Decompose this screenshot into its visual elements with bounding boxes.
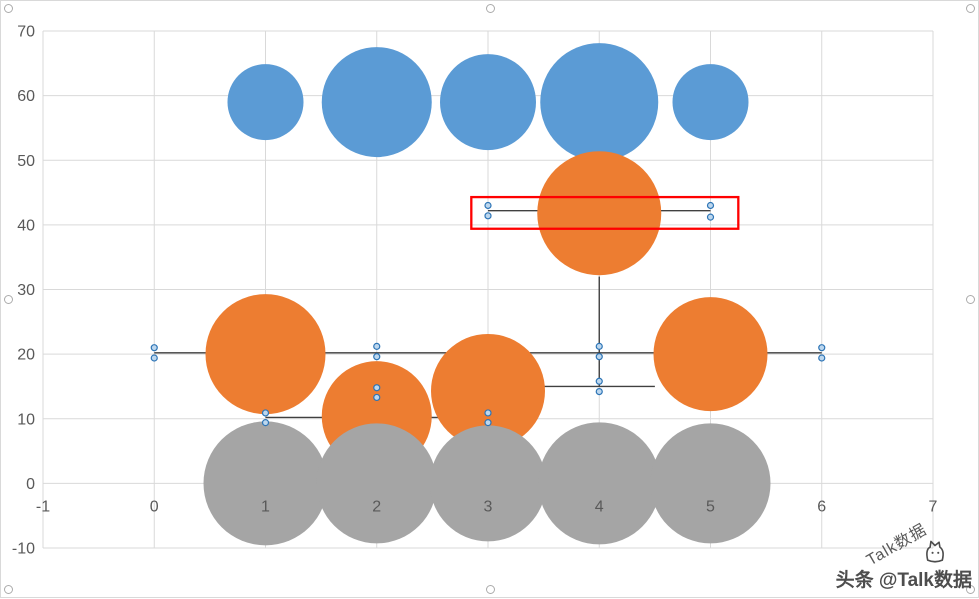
series-blue-bubble-x2[interactable] bbox=[322, 47, 432, 157]
x-tick-label: 5 bbox=[706, 498, 715, 515]
selection-handle-dot[interactable] bbox=[374, 354, 380, 360]
y-axis-labels: -10 0 10 20 30 40 50 60 70 bbox=[12, 24, 35, 558]
selection-handle-dot[interactable] bbox=[596, 389, 602, 395]
series-orange-bubble-x5[interactable] bbox=[654, 297, 768, 411]
y-tick-label: 50 bbox=[17, 153, 35, 170]
series-blue-bubble-x1[interactable] bbox=[228, 64, 304, 140]
chart-resize-handle-top-center[interactable] bbox=[486, 4, 495, 13]
selection-handle-dot[interactable] bbox=[151, 345, 157, 351]
series-blue-bubble-x4[interactable] bbox=[540, 43, 658, 161]
series-orange-bubble-x1[interactable] bbox=[206, 294, 326, 414]
watermark-main-text: 头条 @Talk数据 bbox=[836, 565, 972, 592]
chart-resize-handle-top-right[interactable] bbox=[966, 4, 975, 13]
chart-resize-handle-bottom-left[interactable] bbox=[4, 585, 13, 594]
y-tick-label: 20 bbox=[17, 347, 35, 364]
selection-handle-dot[interactable] bbox=[263, 420, 269, 426]
selection-handle-dot[interactable] bbox=[708, 214, 714, 220]
selection-handle-dot[interactable] bbox=[819, 355, 825, 361]
series-blue-bubble-x3[interactable] bbox=[440, 54, 536, 150]
series-gray-bubble-x5[interactable] bbox=[651, 423, 771, 543]
x-tick-label: 2 bbox=[372, 498, 381, 515]
selection-handle-dot[interactable] bbox=[374, 385, 380, 391]
x-axis-labels: -1 0 1 2 3 4 5 6 7 bbox=[36, 498, 938, 515]
selection-handle-dot[interactable] bbox=[485, 420, 491, 426]
selection-handle-dot[interactable] bbox=[374, 343, 380, 349]
series-orange-bubble-x4[interactable] bbox=[537, 151, 661, 275]
x-tick-label: 7 bbox=[929, 498, 938, 515]
x-tick-label: -1 bbox=[36, 498, 50, 515]
x-tick-label: 4 bbox=[595, 498, 604, 515]
chart-resize-handle-top-left[interactable] bbox=[4, 4, 13, 13]
selection-handle-dot[interactable] bbox=[596, 354, 602, 360]
series-blue-bubble-x5[interactable] bbox=[673, 64, 749, 140]
selection-handle-dot[interactable] bbox=[596, 343, 602, 349]
x-tick-label: 3 bbox=[484, 498, 493, 515]
y-tick-label: -10 bbox=[12, 541, 35, 558]
selection-handle-dot[interactable] bbox=[485, 202, 491, 208]
x-tick-label: 0 bbox=[150, 498, 159, 515]
y-tick-label: 10 bbox=[17, 411, 35, 428]
series-gray-bubble-x1[interactable] bbox=[204, 421, 328, 545]
selection-handle-dot[interactable] bbox=[485, 213, 491, 219]
selection-handle-dot[interactable] bbox=[151, 355, 157, 361]
series-gray-bubble-x3[interactable] bbox=[430, 425, 546, 541]
chart-resize-handle-bottom-center[interactable] bbox=[486, 585, 495, 594]
bubble-series-blue[interactable] bbox=[228, 43, 749, 161]
selection-handle-dot[interactable] bbox=[263, 410, 269, 416]
selection-handle-dot[interactable] bbox=[485, 410, 491, 416]
series-gray-bubble-x2[interactable] bbox=[317, 423, 437, 543]
cat-doodle-icon bbox=[922, 539, 948, 565]
chart-resize-handle-mid-right[interactable] bbox=[966, 295, 975, 304]
y-tick-label: 30 bbox=[17, 282, 35, 299]
y-tick-label: 0 bbox=[26, 476, 35, 493]
bubble-series-gray[interactable] bbox=[204, 421, 771, 545]
y-tick-label: 60 bbox=[17, 88, 35, 105]
selection-handle-dot[interactable] bbox=[708, 202, 714, 208]
chart-resize-handle-mid-left[interactable] bbox=[4, 295, 13, 304]
selection-handle-dot[interactable] bbox=[596, 378, 602, 384]
selection-handle-dot[interactable] bbox=[819, 345, 825, 351]
selection-handle-dot[interactable] bbox=[374, 394, 380, 400]
y-tick-label: 70 bbox=[17, 24, 35, 41]
y-tick-label: 40 bbox=[17, 217, 35, 234]
x-tick-label: 1 bbox=[261, 498, 270, 515]
series-gray-bubble-x4[interactable] bbox=[538, 422, 660, 544]
x-tick-label: 6 bbox=[817, 498, 826, 515]
